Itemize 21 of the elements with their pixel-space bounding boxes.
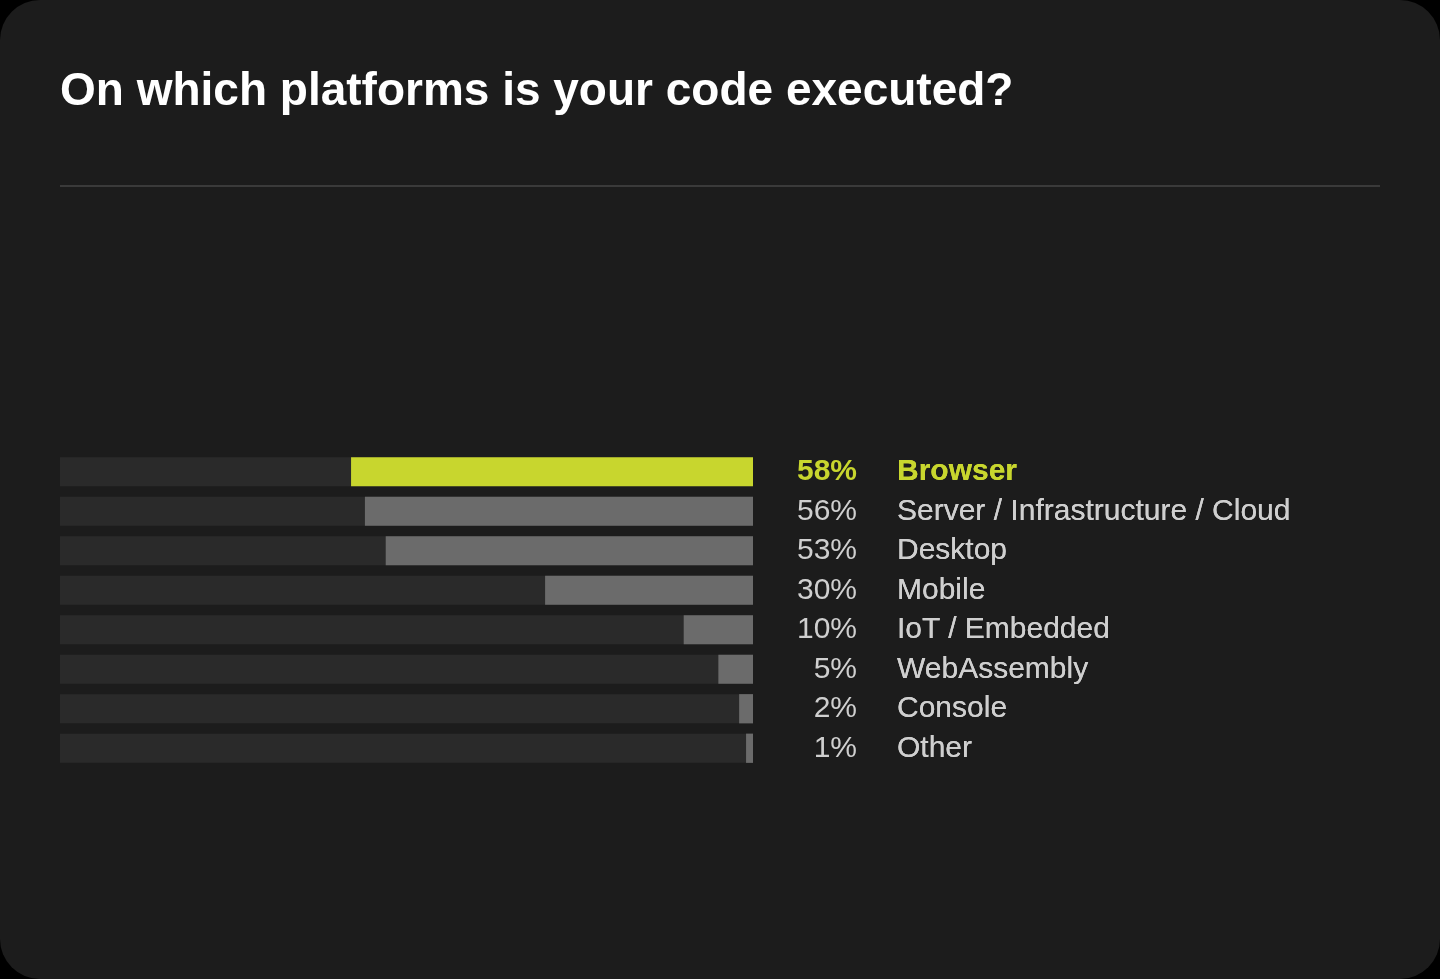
chart-title: On which platforms is your code executed?: [60, 62, 1014, 116]
data-label: 2%: [813, 690, 857, 724]
data-label: 5%: [813, 650, 857, 684]
bar: [739, 694, 753, 724]
y-tick-label: Desktop: [897, 532, 1008, 566]
data-label: 53%: [796, 532, 857, 566]
y-tick-label: Server / Infrastructure / Cloud: [897, 492, 1291, 526]
data-label: 58%: [796, 453, 857, 487]
data-label: 10%: [796, 611, 857, 645]
y-tick-label: Console: [897, 690, 1008, 724]
y-tick-label: Mobile: [897, 571, 986, 605]
data-label: 1%: [813, 729, 857, 763]
y-tick-label: Browser: [897, 453, 1018, 487]
bar: [746, 733, 753, 763]
y-tick-label: Other: [897, 729, 973, 763]
y-tick-label: WebAssembly: [897, 650, 1089, 684]
bar: [718, 654, 753, 684]
y-tick-label: IoT / Embedded: [897, 611, 1110, 645]
bar: [683, 615, 753, 645]
data-label: 56%: [796, 492, 857, 526]
data-label: 30%: [796, 571, 857, 605]
